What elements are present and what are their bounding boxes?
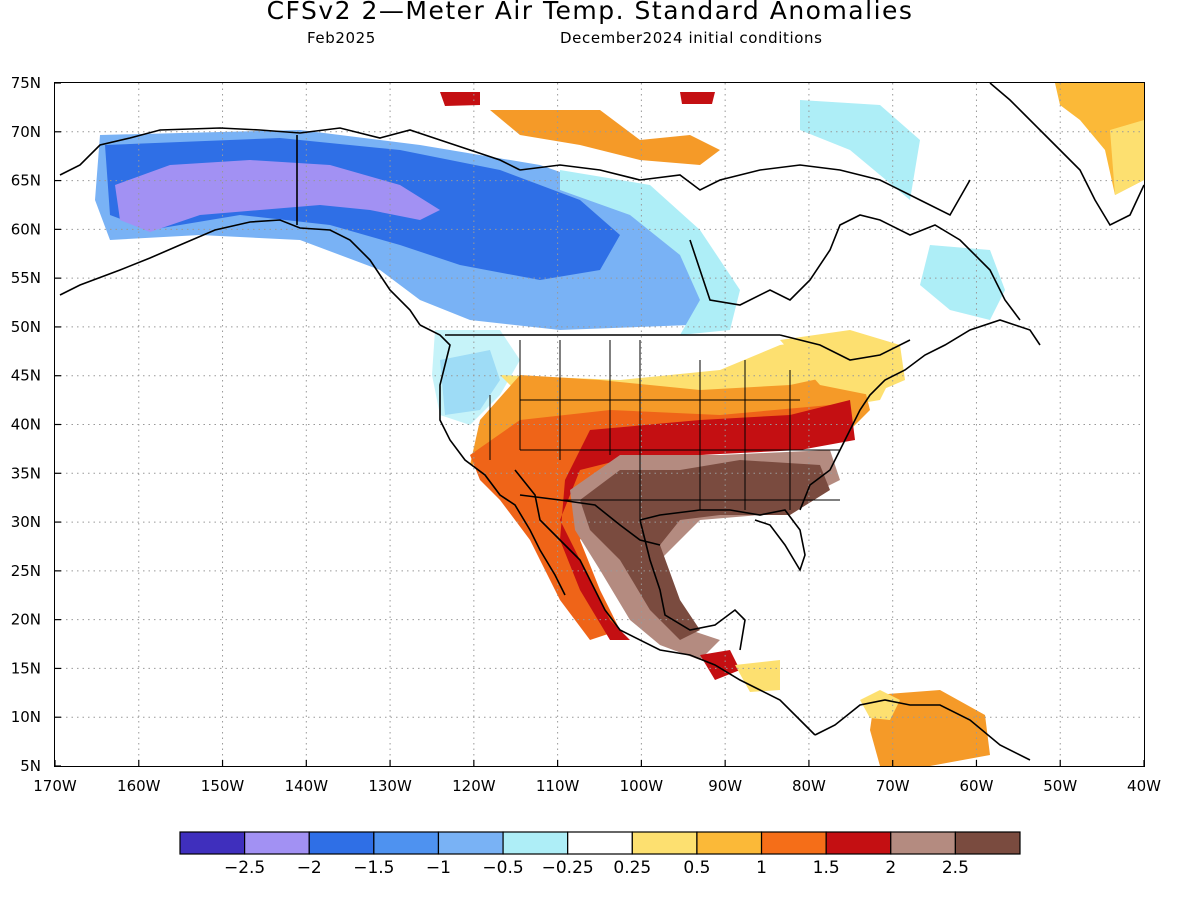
- lat-axis-labels: 75N 70N 65N 60N 55N 50N 45N 40N 35N 30N 25N 20N 15N 1…: [11, 74, 61, 775]
- lon-label: 120W: [452, 777, 496, 795]
- lon-label: 110W: [536, 777, 580, 795]
- lat-label: 45N: [11, 367, 41, 385]
- lon-label: 70W: [876, 777, 910, 795]
- region-central-america: [700, 650, 740, 680]
- colorbar: −2.5 −2 −1.5 −1 −0.5 −0.25 0.25 0.5 1 1.5 2 2.5: [179, 831, 1021, 878]
- coastline-gulf: [639, 509, 806, 651]
- lon-label: 150W: [201, 777, 245, 795]
- coastline-alaska: [59, 127, 521, 326]
- colorbar-swatch: [825, 831, 892, 855]
- colorbar-label: 0.25: [613, 858, 651, 878]
- lon-label: 170W: [33, 777, 77, 795]
- lat-label: 60N: [11, 220, 41, 238]
- colorbar-swatch: [760, 831, 827, 855]
- border-us-mexico: [519, 494, 661, 546]
- lat-label: 75N: [11, 74, 41, 92]
- region-arctic-islands-red2: [680, 92, 715, 104]
- coastline-west-us: [419, 324, 566, 596]
- colorbar-label: 0.5: [683, 858, 710, 878]
- colorbar-swatch: [696, 831, 763, 855]
- colorbar-swatch: [244, 831, 310, 855]
- region-northern-south-america: [870, 690, 990, 766]
- region-arctic-islands-red: [440, 92, 480, 106]
- region-greenland-light: [1110, 120, 1144, 195]
- lon-label: 100W: [620, 777, 664, 795]
- region-alaska-yukon: [115, 160, 440, 232]
- lat-label: 20N: [11, 611, 41, 629]
- lat-label: 40N: [11, 416, 41, 434]
- colorbar-swatch: [631, 831, 698, 855]
- lon-label: 90W: [708, 777, 742, 795]
- colorbar-label: 2.5: [942, 858, 969, 878]
- lon-label: 80W: [792, 777, 826, 795]
- region-hudson-bay: [560, 170, 740, 335]
- lat-label: 65N: [11, 172, 41, 190]
- coastline-greenland: [989, 83, 1144, 227]
- colorbar-swatch: [308, 831, 375, 855]
- region-southwest-us: [470, 405, 850, 640]
- lon-label: 140W: [285, 777, 329, 795]
- lat-label: 70N: [11, 123, 41, 141]
- lon-axis-labels: 170W 160W 150W 140W 130W 120W 110W 100W 90W 80W 70…: [33, 760, 1161, 795]
- region-hudson-bay-north: [800, 100, 920, 200]
- lon-label: 60W: [960, 777, 994, 795]
- colorbar-label: −1: [426, 858, 451, 878]
- colorbar-label: −0.5: [482, 858, 523, 878]
- colorbar-swatch: [890, 831, 956, 855]
- colorbar-label: 1.5: [813, 858, 840, 878]
- coastline-arctic: [519, 164, 971, 217]
- lon-label: 160W: [117, 777, 161, 795]
- lat-label: 30N: [11, 513, 41, 531]
- colorbar-label: 2: [885, 858, 896, 878]
- coastline-hudson: [689, 214, 1021, 321]
- initial-conditions: December2024 initial conditions: [560, 29, 823, 47]
- coastline-mexico-pacific: [514, 469, 816, 736]
- colorbar-swatch: [567, 831, 633, 855]
- chart-title: CFSv2 2—Meter Air Temp. Standard Anomali…: [266, 0, 914, 25]
- lat-label: 50N: [11, 318, 41, 336]
- region-southeast-us-mexico: [580, 460, 830, 640]
- coastline-east-us: [799, 319, 1041, 511]
- region-caribbean-light: [735, 660, 780, 692]
- colorbar-swatch: [502, 831, 569, 855]
- colorbar-label: −2.5: [224, 858, 265, 878]
- region-northern-south-america-light: [860, 690, 900, 720]
- colorbar-swatch: [437, 831, 504, 855]
- lat-label: 15N: [11, 659, 41, 677]
- lat-label: 35N: [11, 464, 41, 482]
- state-borders: [489, 340, 840, 520]
- lat-label: 5N: [20, 757, 41, 775]
- lat-label: 55N: [11, 269, 41, 287]
- grid-lines: [55, 83, 1144, 766]
- lat-label: 10N: [11, 708, 41, 726]
- region-east-canada: [780, 330, 905, 395]
- lon-label: 40W: [1127, 777, 1161, 795]
- colorbar-swatch: [179, 831, 246, 855]
- colorbar-label: −1.5: [353, 858, 394, 878]
- region-hudson-bay-east: [920, 245, 1005, 320]
- lon-label: 50W: [1043, 777, 1077, 795]
- region-arctic-islands: [490, 110, 720, 165]
- forecast-month: Feb2025: [307, 29, 376, 47]
- colorbar-label: 1: [756, 858, 767, 878]
- lat-label: 25N: [11, 562, 41, 580]
- border-us-canada: [445, 334, 911, 361]
- anomaly-field: [95, 83, 1144, 766]
- region-pacific-nw-light: [432, 330, 520, 425]
- colorbar-swatch: [954, 831, 1021, 855]
- colorbar-label: −2: [297, 858, 322, 878]
- colorbar-label: −0.25: [542, 858, 594, 878]
- lon-label: 130W: [368, 777, 412, 795]
- colorbar-swatch: [373, 831, 440, 855]
- coastlines: [59, 83, 1144, 761]
- coastline-south-america: [814, 699, 1031, 761]
